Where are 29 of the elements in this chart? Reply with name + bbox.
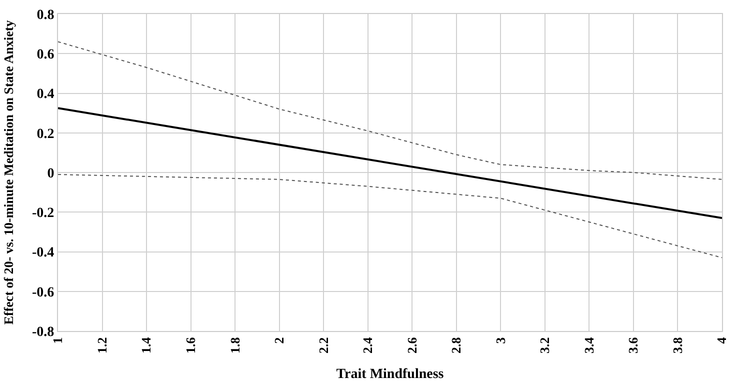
x-tick-label: 3.8 [670, 336, 685, 354]
y-tick-label: -0.8 [32, 324, 54, 340]
y-tick-label: 0 [47, 166, 54, 182]
y-tick-label: 0.4 [36, 87, 54, 102]
x-axis-title: Trait Mindfulness [336, 366, 444, 382]
x-tick-label: 3 [492, 336, 508, 344]
x-tick-label: 2.6 [404, 336, 420, 354]
x-tick-label: 2 [272, 337, 287, 344]
x-tick-label: 1.8 [227, 336, 242, 354]
x-tick-label: 3.4 [581, 336, 596, 354]
line-series [58, 41, 722, 180]
x-tick-label: 1 [50, 337, 66, 344]
x-tick-label: 2.2 [316, 337, 331, 354]
x-tick-label: 2.8 [448, 336, 464, 354]
x-tick-label: 3.6 [626, 336, 641, 354]
y-tick-label: -0.6 [32, 285, 54, 300]
x-tick-label: 2.4 [360, 336, 376, 354]
x-tick-label: 1.2 [94, 337, 110, 354]
y-tick-label: 0.8 [36, 8, 54, 23]
y-tick-label: -0.4 [32, 246, 54, 261]
y-tick-label: 0.2 [36, 126, 54, 142]
x-tick-label: 4 [714, 336, 730, 344]
y-axis-title: Effect of 20- vs. 10-minute Meditation on State Anxiety [0, 20, 16, 325]
y-tick-label: 0.6 [36, 48, 54, 63]
x-tick-label: 1.6 [183, 336, 198, 354]
y-tick-label: -0.2 [32, 206, 54, 222]
line-series [58, 174, 722, 258]
x-tick-label: 1.4 [138, 336, 154, 354]
x-tick-label: 3.2 [537, 337, 552, 354]
